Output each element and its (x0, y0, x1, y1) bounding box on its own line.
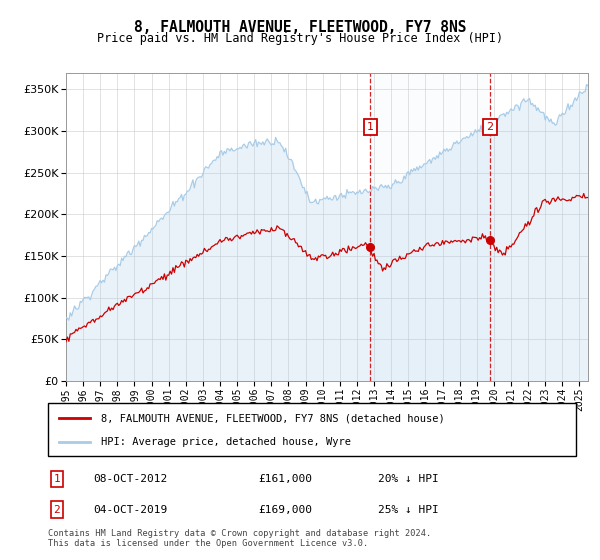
Text: HPI: Average price, detached house, Wyre: HPI: Average price, detached house, Wyre (101, 436, 351, 446)
Text: 25% ↓ HPI: 25% ↓ HPI (378, 505, 439, 515)
Text: 04-OCT-2019: 04-OCT-2019 (93, 505, 167, 515)
Text: £169,000: £169,000 (258, 505, 312, 515)
Bar (370, 73, 490, 381)
Text: 1: 1 (367, 122, 374, 132)
Text: 2: 2 (53, 505, 61, 515)
Text: 1: 1 (53, 474, 61, 484)
Text: 2: 2 (487, 122, 493, 132)
Text: Price paid vs. HM Land Registry's House Price Index (HPI): Price paid vs. HM Land Registry's House … (97, 32, 503, 45)
Text: 08-OCT-2012: 08-OCT-2012 (93, 474, 167, 484)
Text: 8, FALMOUTH AVENUE, FLEETWOOD, FY7 8NS: 8, FALMOUTH AVENUE, FLEETWOOD, FY7 8NS (134, 20, 466, 35)
Text: £161,000: £161,000 (258, 474, 312, 484)
Text: 20% ↓ HPI: 20% ↓ HPI (378, 474, 439, 484)
FancyBboxPatch shape (48, 403, 576, 456)
Text: Contains HM Land Registry data © Crown copyright and database right 2024.
This d: Contains HM Land Registry data © Crown c… (48, 529, 431, 548)
Text: 8, FALMOUTH AVENUE, FLEETWOOD, FY7 8NS (detached house): 8, FALMOUTH AVENUE, FLEETWOOD, FY7 8NS (… (101, 413, 445, 423)
